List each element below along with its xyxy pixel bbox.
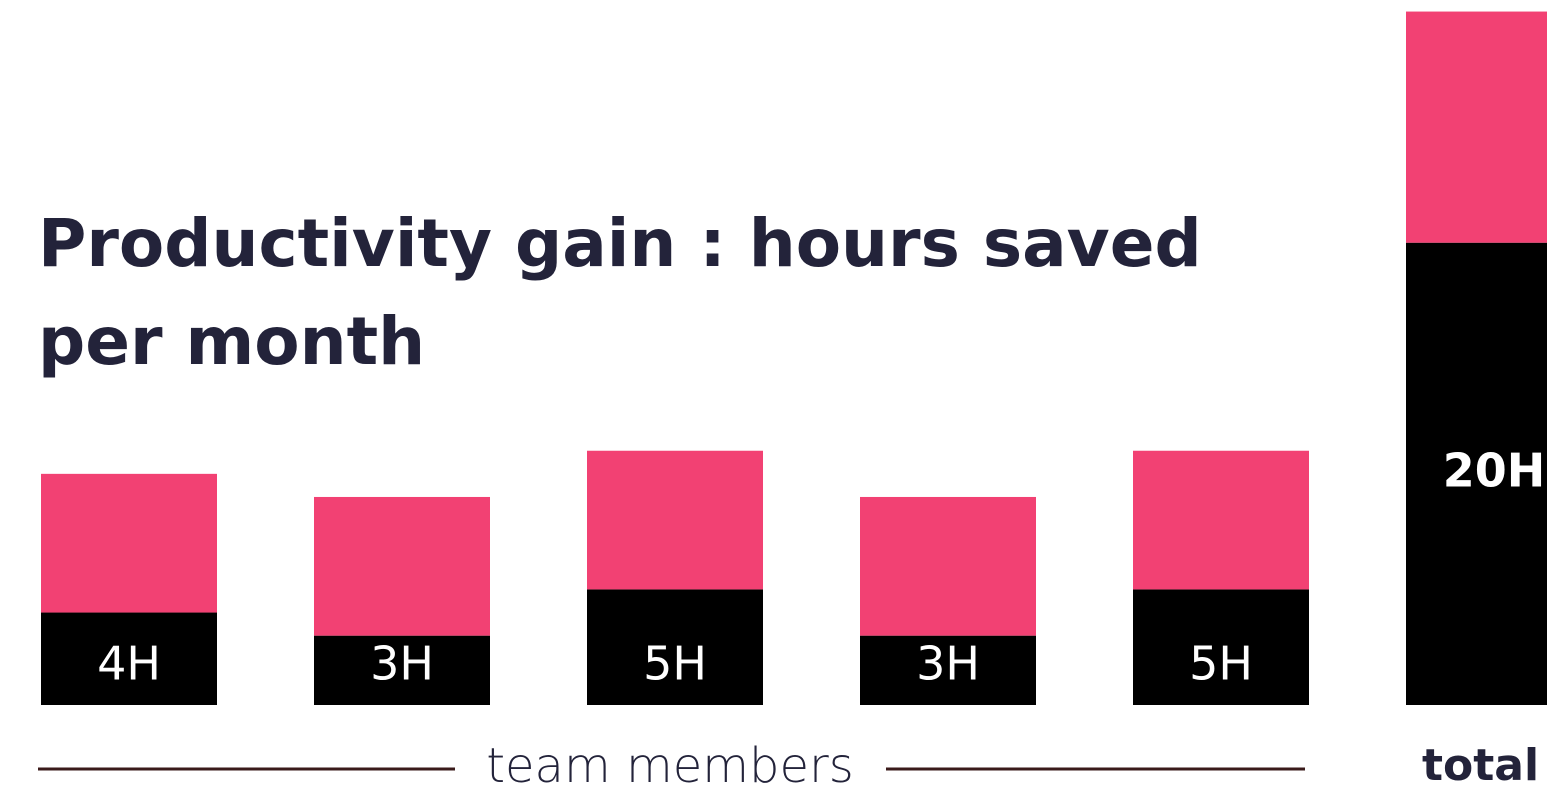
bar-segment — [41, 473, 217, 613]
bar-segment — [860, 635, 1036, 705]
x-axis-label: team members — [486, 738, 854, 790]
bar-segment — [314, 496, 490, 636]
chart-title: Productivity gain : hours saved — [38, 205, 1202, 282]
bar-segment — [1406, 242, 1547, 705]
chart-title: per month — [38, 303, 425, 380]
value-label: 3H — [916, 637, 980, 691]
value-label: 20H — [1443, 443, 1546, 497]
bar-segment — [587, 589, 763, 705]
bar-segment — [1133, 450, 1309, 590]
bar-segment — [314, 635, 490, 705]
value-label: 5H — [1189, 637, 1253, 691]
value-label: 5H — [643, 637, 707, 691]
bar-segment — [587, 450, 763, 590]
bar-segment — [41, 612, 217, 705]
x-tick-label: total — [1422, 740, 1539, 790]
value-label: 4H — [97, 637, 161, 691]
bar-segment — [1406, 11, 1547, 243]
bar-segment — [1133, 589, 1309, 705]
value-label: 3H — [370, 637, 434, 691]
bar-segment — [860, 496, 1036, 636]
